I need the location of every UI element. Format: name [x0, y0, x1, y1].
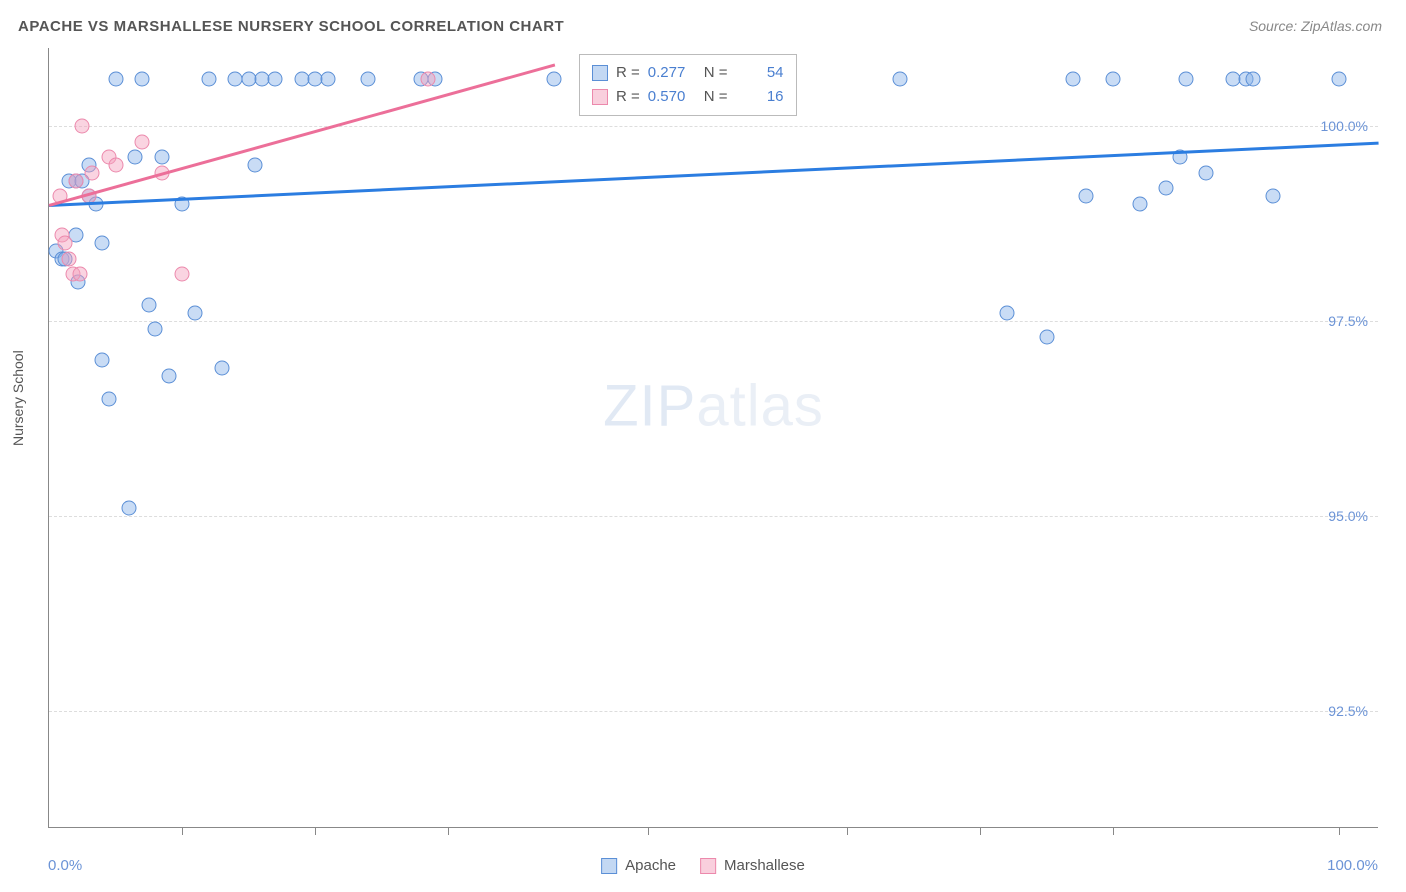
plot-area: ZIPatlas R = 0.277 N = 54 R = 0.570 N = 16 100.…	[48, 48, 1378, 828]
apache-point	[155, 150, 170, 165]
apache-point	[108, 72, 123, 87]
x-tick	[1113, 827, 1114, 835]
apache-point	[1159, 181, 1174, 196]
x-tick	[1339, 827, 1340, 835]
apache-point	[141, 298, 156, 313]
marshallese-point	[75, 119, 90, 134]
legend-item-marshallese: Marshallese	[700, 857, 805, 874]
apache-point	[1066, 72, 1081, 87]
apache-point	[201, 72, 216, 87]
x-axis-max-label: 100.0%	[1327, 857, 1378, 874]
apache-trendline	[49, 142, 1379, 207]
n-label: N =	[704, 61, 728, 85]
legend-label: Marshallese	[724, 857, 805, 874]
r-value: 0.570	[648, 85, 696, 109]
x-tick	[648, 827, 649, 835]
apache-point	[893, 72, 908, 87]
apache-point	[128, 150, 143, 165]
x-tick	[448, 827, 449, 835]
apache-point	[1106, 72, 1121, 87]
r-label: R =	[616, 85, 640, 109]
marshallese-point	[135, 134, 150, 149]
source-attribution: Source: ZipAtlas.com	[1249, 18, 1382, 34]
legend-swatch-apache	[601, 858, 617, 874]
apache-point	[161, 368, 176, 383]
apache-point	[268, 72, 283, 87]
apache-point	[148, 321, 163, 336]
x-tick	[182, 827, 183, 835]
marshallese-point	[421, 72, 436, 87]
apache-point	[1332, 72, 1347, 87]
apache-point	[321, 72, 336, 87]
watermark: ZIPatlas	[603, 373, 824, 440]
gridline	[49, 711, 1378, 712]
x-tick	[315, 827, 316, 835]
apache-point	[547, 72, 562, 87]
apache-point	[1179, 72, 1194, 87]
legend-item-apache: Apache	[601, 857, 676, 874]
marshallese-point	[72, 267, 87, 282]
stats-row-marshallese: R = 0.570 N = 16	[592, 85, 784, 109]
x-axis-min-label: 0.0%	[48, 857, 82, 874]
legend-swatch-apache	[592, 65, 608, 81]
watermark-bold: ZIP	[603, 374, 696, 439]
apache-point	[188, 306, 203, 321]
r-value: 0.277	[648, 61, 696, 85]
apache-point	[214, 360, 229, 375]
x-tick	[980, 827, 981, 835]
apache-point	[248, 158, 263, 173]
legend-label: Apache	[625, 857, 676, 874]
apache-point	[361, 72, 376, 87]
y-tick-label: 92.5%	[1328, 703, 1368, 719]
marshallese-point	[84, 165, 99, 180]
legend-swatch-marshallese	[592, 89, 608, 105]
gridline	[49, 516, 1378, 517]
marshallese-point	[57, 236, 72, 251]
y-tick-label: 100.0%	[1321, 118, 1368, 134]
y-axis-title: Nursery School	[10, 350, 26, 446]
apache-point	[1039, 329, 1054, 344]
y-tick-label: 97.5%	[1328, 313, 1368, 329]
x-tick	[847, 827, 848, 835]
marshallese-point	[68, 173, 83, 188]
stats-box: R = 0.277 N = 54 R = 0.570 N = 16	[579, 54, 797, 116]
bottom-legend: Apache Marshallese	[601, 857, 805, 874]
apache-point	[1265, 189, 1280, 204]
chart-title: APACHE VS MARSHALLESE NURSERY SCHOOL COR…	[18, 18, 564, 35]
gridline	[49, 126, 1378, 127]
n-value: 16	[736, 85, 784, 109]
apache-point	[95, 236, 110, 251]
watermark-thin: atlas	[696, 374, 824, 439]
n-value: 54	[736, 61, 784, 85]
marshallese-point	[108, 158, 123, 173]
gridline	[49, 321, 1378, 322]
n-label: N =	[704, 85, 728, 109]
marshallese-point	[175, 267, 190, 282]
marshallese-point	[61, 251, 76, 266]
apache-point	[999, 306, 1014, 321]
apache-point	[1245, 72, 1260, 87]
apache-point	[1132, 197, 1147, 212]
apache-point	[121, 501, 136, 516]
apache-point	[135, 72, 150, 87]
apache-point	[101, 392, 116, 407]
apache-point	[95, 353, 110, 368]
r-label: R =	[616, 61, 640, 85]
legend-swatch-marshallese	[700, 858, 716, 874]
y-tick-label: 95.0%	[1328, 508, 1368, 524]
apache-point	[1079, 189, 1094, 204]
stats-row-apache: R = 0.277 N = 54	[592, 61, 784, 85]
apache-point	[1199, 165, 1214, 180]
